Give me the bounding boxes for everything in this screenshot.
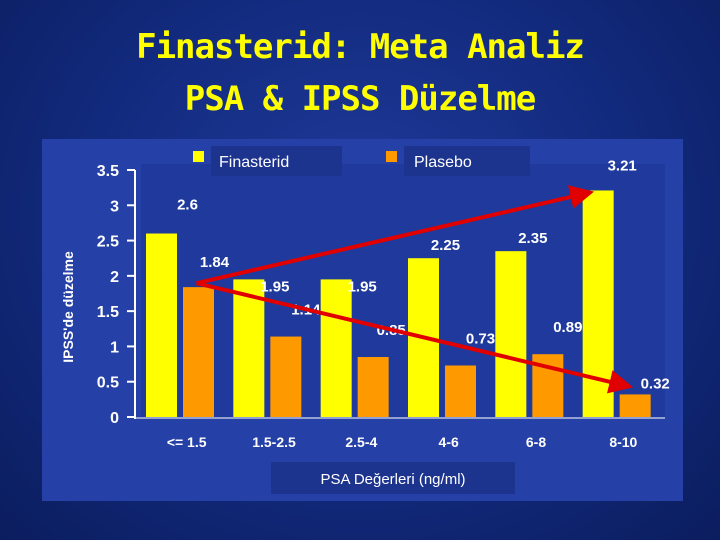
x-tick-label: 6-8 <box>526 434 546 450</box>
data-label-finasterid: 1.95 <box>260 278 289 295</box>
x-tick-label: <= 1.5 <box>167 434 207 450</box>
slide-title-line1: Finasterid: Meta Analiz <box>136 27 585 67</box>
legend-plasebo-label: Plasebo <box>414 154 472 171</box>
bar-plasebo <box>445 365 476 417</box>
data-label-finasterid: 2.6 <box>177 197 198 214</box>
bar-finasterid <box>495 251 527 417</box>
legend-finasterid-swatch <box>193 151 204 162</box>
data-label-finasterid: 3.21 <box>608 157 637 174</box>
bar-plasebo <box>270 336 302 417</box>
bar-finasterid <box>146 233 177 417</box>
bar-plasebo <box>183 287 214 417</box>
y-tick-label: 2.5 <box>97 234 119 251</box>
bar-finasterid <box>320 279 352 417</box>
y-tick-label: 2 <box>110 269 119 286</box>
bar-finasterid <box>233 279 265 417</box>
y-tick-label: 3 <box>110 198 119 215</box>
data-label-finasterid: 2.35 <box>518 230 547 247</box>
x-tick-label: 8-10 <box>609 434 637 450</box>
trend-arrow-finasterid <box>196 185 595 286</box>
y-tick-label: 0.5 <box>97 375 119 392</box>
y-tick-label: 0 <box>110 410 119 427</box>
data-label-plasebo: 0.32 <box>641 375 670 392</box>
data-label-finasterid: 2.25 <box>431 237 460 254</box>
bar-plasebo <box>619 394 651 417</box>
legend-finasterid-box <box>211 146 342 176</box>
slide-title-line2: PSA & IPSS Düzelme <box>184 79 536 119</box>
trend-arrow-plasebo <box>196 281 634 394</box>
legend-plasebo-box <box>404 146 530 176</box>
data-label-finasterid: 1.95 <box>348 278 377 295</box>
x-axis-title-box <box>271 462 515 494</box>
legend-finasterid-label: Finasterid <box>219 154 289 171</box>
x-axis-title: PSA Değerleri (ng/ml) <box>320 471 465 488</box>
data-label-plasebo: 1.84 <box>200 254 230 271</box>
y-tick-label: 3.5 <box>97 163 119 180</box>
x-tick-label: 1.5-2.5 <box>252 434 296 450</box>
y-tick-label: 1.5 <box>97 304 119 321</box>
bar-plasebo <box>357 357 389 417</box>
y-tick-label: 1 <box>110 339 119 356</box>
data-label-plasebo: 0.89 <box>553 319 582 336</box>
legend-plasebo-swatch <box>386 151 397 162</box>
x-tick-label: 4-6 <box>439 434 459 450</box>
y-axis-title: IPSS'de düzelme <box>60 251 76 363</box>
data-label-plasebo: 0.73 <box>466 330 495 347</box>
x-tick-label: 2.5-4 <box>345 434 377 450</box>
